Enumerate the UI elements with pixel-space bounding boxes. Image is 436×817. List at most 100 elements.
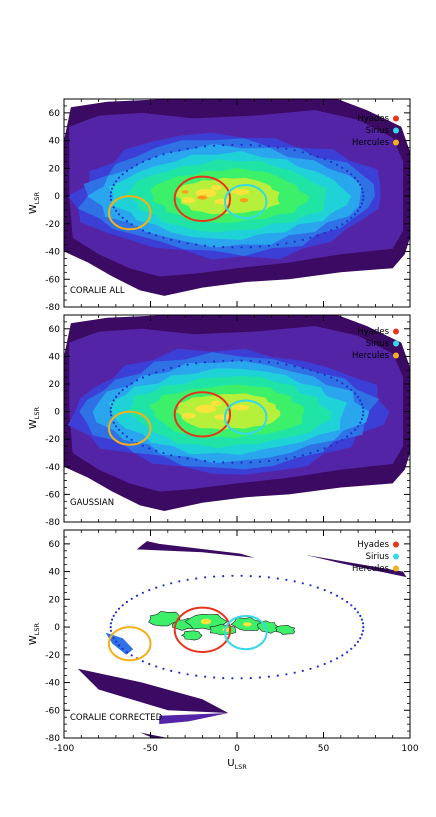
y-tick-label: 60 xyxy=(49,325,61,335)
ellipse-dot xyxy=(267,576,270,579)
ellipse-dot xyxy=(285,242,288,245)
panel-3-ylabel: WLSR xyxy=(28,622,41,645)
ellipse-dot xyxy=(141,444,144,447)
ellipse-dot xyxy=(356,180,359,183)
ellipse-dot xyxy=(276,577,279,580)
ellipse-dot xyxy=(148,589,151,592)
ellipse-dot xyxy=(222,246,225,249)
ellipse-dot xyxy=(360,187,363,190)
ellipse-dot xyxy=(267,244,270,247)
circle-sirius xyxy=(223,184,268,220)
ellipse-dot xyxy=(353,176,357,179)
ellipse-dot xyxy=(285,457,288,460)
y-tick-label: -60 xyxy=(45,706,60,716)
ellipse-dot xyxy=(178,580,181,583)
ellipse-dot xyxy=(121,173,124,176)
ellipse-dot xyxy=(186,147,189,150)
ellipse-dot xyxy=(117,607,121,610)
ellipse-dot xyxy=(346,385,349,388)
ellipse-dot xyxy=(111,403,114,406)
ellipse-dot xyxy=(112,183,115,186)
ellipse-dot xyxy=(213,144,216,147)
ellipse-dot xyxy=(309,153,312,156)
panel-3: 60 40 20 0 -20 -40 -60 -80-100 -50 0 50 100 CORALIE… xyxy=(28,529,419,771)
ellipse-dot xyxy=(186,242,189,245)
ellipse-dot xyxy=(285,147,288,150)
ellipse-dot xyxy=(353,428,357,431)
ellipse-dot xyxy=(130,654,133,657)
ellipse-dot xyxy=(162,584,165,587)
ellipse-dot xyxy=(293,671,296,674)
ellipse-dot xyxy=(112,206,115,209)
y-tick-label: 0 xyxy=(54,408,60,418)
ellipse-dot xyxy=(115,395,118,398)
legend-2-sirius: Sirius xyxy=(366,339,390,349)
y-tick-label: -40 xyxy=(45,679,60,689)
ellipse-dot xyxy=(330,591,333,594)
panel-1-ylabel-sub: LSR xyxy=(33,191,41,204)
ellipse-dot xyxy=(276,458,279,461)
panel-3-xlabel-sub: LSR xyxy=(235,763,248,771)
legend-1-hyades: Hyades xyxy=(357,114,389,124)
ellipse-dot xyxy=(109,629,113,632)
panel-2-label: GAUSSIAN xyxy=(70,498,114,508)
ellipse-dot xyxy=(121,647,124,650)
ellipse-dot xyxy=(249,677,252,680)
ellipse-dot xyxy=(213,460,216,463)
ellipse-dot xyxy=(301,151,304,154)
ellipse-dot xyxy=(335,441,339,444)
ellipse-dot xyxy=(353,644,357,647)
density-peak xyxy=(231,189,250,195)
ellipse-dot xyxy=(231,677,234,680)
ellipse-dot xyxy=(359,614,362,618)
ellipse-dot xyxy=(178,149,181,152)
legend-1-sirius: Sirius xyxy=(366,126,390,136)
density-peak xyxy=(214,198,232,205)
ellipse-dot xyxy=(141,376,144,379)
ellipse-dot xyxy=(130,223,133,226)
ellipse-dot xyxy=(121,388,124,391)
ellipse-dot xyxy=(125,169,128,173)
ellipse-dot xyxy=(195,577,198,580)
ellipse-dot xyxy=(323,589,326,592)
ellipse-dot xyxy=(293,240,296,243)
ellipse-dot xyxy=(204,576,207,579)
ellipse-dot xyxy=(213,575,216,578)
ellipse-dot xyxy=(323,662,326,666)
x-tick-label: 50 xyxy=(318,744,330,754)
residual-patch xyxy=(77,668,229,713)
ellipse-dot xyxy=(115,209,118,212)
ellipse-dot xyxy=(125,600,128,604)
ellipse-dot xyxy=(258,460,261,463)
ellipse-dot xyxy=(350,216,353,219)
residual-peak xyxy=(243,622,252,627)
ellipse-dot xyxy=(231,359,234,362)
ellipse-dot xyxy=(178,671,181,674)
y-tick-label: -60 xyxy=(45,490,60,500)
ellipse-dot xyxy=(249,461,252,464)
ellipse-dot xyxy=(249,359,252,362)
ellipse-dot xyxy=(240,574,243,577)
ellipse-dot xyxy=(249,575,252,578)
ellipse-dot xyxy=(276,362,279,365)
y-tick-label: 20 xyxy=(49,380,61,390)
ellipse-dot xyxy=(204,459,207,463)
ellipse-dot xyxy=(170,151,173,154)
ellipse-dot xyxy=(293,149,296,152)
ellipse-dot xyxy=(162,452,165,455)
ellipse-dot xyxy=(162,153,165,156)
x-tick-label: 100 xyxy=(401,744,418,754)
panel-1-ylabel: WLSR xyxy=(28,191,41,214)
ellipse-dot xyxy=(359,399,362,402)
ellipse-dot xyxy=(195,243,198,246)
panel-2-ylabel-main: W xyxy=(28,419,39,429)
svg-text:WLSR: WLSR xyxy=(28,406,41,429)
density-peak xyxy=(231,404,250,411)
svg-text:WLSR: WLSR xyxy=(28,191,41,214)
y-tick-label: 60 xyxy=(49,540,61,550)
ellipse-dot xyxy=(240,461,243,464)
density-peak-max xyxy=(197,195,208,200)
ellipse-dot xyxy=(135,594,139,597)
y-tick-label: 0 xyxy=(54,192,60,202)
ellipse-dot xyxy=(204,244,207,247)
